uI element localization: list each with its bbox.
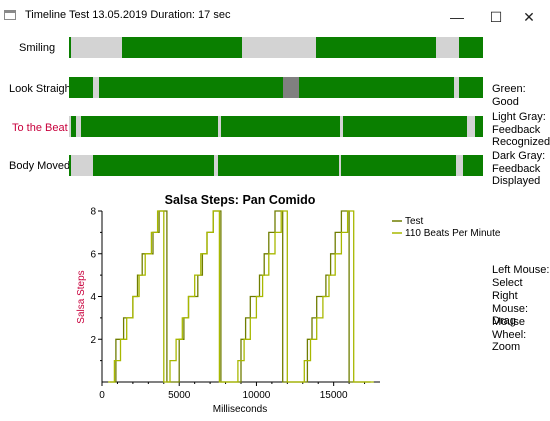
series-line-test	[109, 210, 371, 383]
app-window-icon	[4, 10, 16, 20]
close-button[interactable]: ✕	[523, 9, 535, 25]
y-tick-label: 4	[90, 292, 96, 303]
timeline-segment-light	[76, 155, 93, 176]
row-label-to-the-beat: To the Beat	[12, 122, 68, 134]
legend-light-gray-line: Light Gray:	[492, 111, 546, 123]
help-mouse-wheel-line: Mouse Wheel:	[492, 316, 527, 341]
help-right-mouse: Right Mouse: Drag	[492, 290, 550, 328]
series-line-110-bpm	[108, 210, 374, 383]
timeline-segment-light	[76, 116, 82, 137]
timeline-segment-good	[299, 77, 454, 98]
y-tick-label: 2	[90, 335, 96, 346]
timeline-segment-good	[218, 155, 339, 176]
chart-xlabel: Milliseconds	[213, 404, 267, 415]
timeline-track-body-moved[interactable]	[69, 155, 483, 176]
legend-dark-gray-line: Feedback	[492, 162, 541, 175]
help-mouse-wheel-line: Zoom	[492, 341, 521, 353]
timeline-segment-good	[340, 155, 457, 176]
timeline-segment-good	[81, 116, 219, 137]
y-tick-label: 8	[90, 207, 96, 218]
timeline-segment-light	[70, 155, 77, 176]
timeline-segment-good	[121, 37, 243, 58]
legend-dark-gray: Dark Gray: Feedback Displayed	[492, 150, 545, 188]
timeline-segment-good	[458, 77, 483, 98]
help-left-mouse-line: Left Mouse:	[492, 264, 550, 276]
timeline-segment-light	[71, 37, 122, 58]
help-right-mouse-line: Drag	[492, 315, 516, 327]
legend-dark-gray-line: Dark Gray:	[492, 150, 546, 162]
timeline-segment-good	[474, 116, 483, 137]
row-label-body-moved: Body Moved	[9, 160, 71, 172]
help-left-mouse-line: Select	[492, 276, 523, 289]
timeline-segment-light	[340, 116, 344, 137]
timeline-segment-light	[456, 155, 464, 176]
timeline-segment-light	[69, 116, 71, 137]
timeline-track-smiling[interactable]	[69, 37, 483, 58]
timeline-segment-good	[315, 37, 436, 58]
legend-light-gray-line: Recognized	[492, 136, 550, 148]
timeline-segment-good	[221, 116, 341, 137]
legend-light-gray: Light Gray: Feedback Recognized	[492, 111, 550, 149]
timeline-segment-good	[98, 77, 284, 98]
legend-light-gray-line: Feedback	[492, 123, 541, 136]
help-right-mouse-line: Right Mouse:	[492, 290, 529, 315]
help-mouse-wheel: Mouse Wheel: Zoom	[492, 316, 550, 354]
timeline-segment-good	[343, 116, 468, 137]
timeline-segment-dark	[283, 77, 300, 98]
timeline-segment-light	[93, 77, 99, 98]
x-tick-label: 15000	[320, 390, 348, 401]
legend-good: Green: Good	[492, 83, 526, 108]
chart-legend: Test 110 Beats Per Minute	[392, 216, 501, 239]
timeline-segment-good	[70, 116, 77, 137]
x-tick-label: 10000	[243, 390, 271, 401]
timeline-track-look-straight[interactable]	[69, 77, 483, 98]
timeline-segment-light	[338, 155, 341, 176]
maximize-button[interactable]: ☐	[489, 9, 503, 25]
minimize-button[interactable]: —	[450, 9, 464, 25]
legend-label-test: Test	[405, 216, 424, 227]
title-bar: Timeline Test 13.05.2019 Duration: 17 se…	[0, 0, 550, 34]
timeline-segment-light	[218, 116, 222, 137]
help-left-mouse: Left Mouse: Select	[492, 264, 549, 289]
timeline-segment-light	[213, 155, 219, 176]
timeline-segment-good	[458, 37, 483, 58]
timeline-segment-light	[435, 37, 459, 58]
timeline-segment-light	[242, 37, 316, 58]
timeline-segment-light	[454, 77, 459, 98]
chart-ylabel: Salsa Steps	[76, 270, 87, 323]
legend-dark-gray-line: Displayed	[492, 175, 541, 187]
x-tick-label: 0	[99, 390, 105, 401]
row-label-smiling: Smiling	[19, 42, 56, 54]
x-tick-label: 5000	[168, 390, 191, 401]
legend-label-bpm: 110 Beats Per Minute	[405, 228, 501, 239]
timeline-segment-good	[463, 155, 483, 176]
timeline-segment-good	[69, 37, 72, 58]
timeline-segment-light	[467, 116, 475, 137]
chart-title: Salsa Steps: Pan Comido	[165, 193, 316, 207]
window-title: Timeline Test 13.05.2019 Duration: 17 se…	[25, 9, 231, 21]
timeline-segment-good	[69, 155, 71, 176]
timeline-segment-good	[93, 155, 214, 176]
timeline-segment-good	[69, 77, 93, 98]
row-label-look-straight: Look Straight	[9, 83, 74, 95]
y-tick-label: 6	[90, 249, 96, 260]
timeline-track-to-the-beat[interactable]	[69, 116, 483, 137]
